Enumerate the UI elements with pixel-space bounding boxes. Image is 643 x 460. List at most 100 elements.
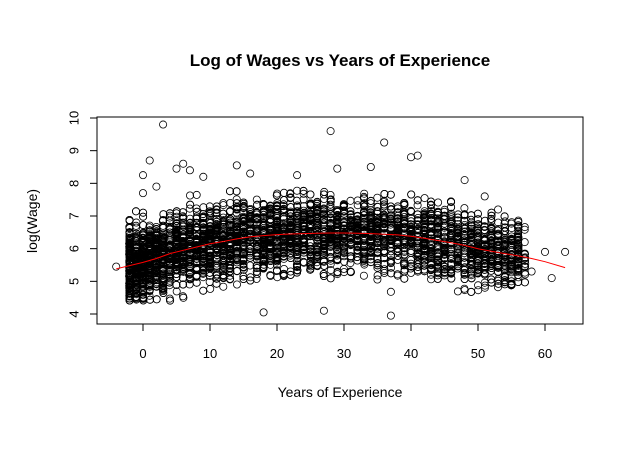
- data-point: [292, 186, 301, 195]
- data-point: [400, 274, 409, 283]
- data-point: [447, 240, 456, 249]
- data-point: [219, 260, 228, 269]
- data-point: [493, 226, 502, 235]
- data-point: [265, 248, 274, 257]
- data-point: [159, 234, 168, 243]
- data-point: [319, 242, 328, 251]
- data-point: [413, 243, 422, 252]
- data-point: [185, 219, 194, 228]
- data-point: [225, 263, 234, 272]
- data-point: [446, 268, 455, 277]
- data-point: [205, 234, 214, 243]
- data-point: [440, 253, 449, 262]
- data-point: [239, 265, 248, 274]
- data-point: [487, 208, 496, 217]
- data-point: [179, 213, 188, 222]
- data-point: [507, 224, 516, 233]
- data-point: [159, 223, 168, 232]
- data-point: [125, 248, 134, 257]
- data-point: [306, 265, 315, 274]
- data-point: [165, 259, 174, 268]
- data-point: [373, 234, 382, 243]
- data-point: [245, 244, 254, 253]
- data-point: [152, 265, 161, 274]
- data-point: [252, 263, 261, 272]
- data-point: [400, 198, 409, 207]
- data-point: [232, 220, 241, 229]
- data-point: [226, 238, 235, 247]
- data-point: [380, 222, 389, 231]
- data-point: [159, 270, 168, 279]
- data-point: [199, 210, 208, 219]
- data-point: [386, 259, 395, 268]
- data-point: [212, 246, 221, 255]
- data-point: [179, 264, 188, 273]
- data-point: [340, 243, 349, 252]
- data-point: [500, 223, 509, 232]
- data-point: [185, 236, 194, 245]
- data-point: [514, 241, 523, 250]
- data-point: [125, 253, 134, 262]
- data-point: [346, 252, 355, 261]
- data-point: [420, 227, 429, 236]
- data-point: [413, 255, 422, 264]
- data-point: [333, 249, 342, 258]
- data-point: [226, 254, 235, 263]
- data-point: [226, 250, 235, 259]
- data-point: [393, 208, 402, 217]
- data-point: [353, 245, 362, 254]
- data-point: [460, 266, 469, 275]
- data-point: [480, 234, 489, 243]
- data-point: [487, 240, 496, 249]
- data-point: [286, 224, 295, 233]
- data-point: [145, 264, 154, 273]
- data-point: [380, 202, 389, 211]
- data-point: [219, 236, 228, 245]
- data-point: [232, 242, 241, 251]
- data-point: [219, 209, 228, 218]
- data-point: [487, 223, 496, 232]
- data-point: [252, 220, 261, 229]
- data-point: [205, 226, 214, 235]
- data-point: [192, 190, 201, 199]
- data-point: [514, 232, 523, 241]
- data-point: [313, 197, 322, 206]
- data-point: [319, 256, 328, 265]
- data-point: [225, 267, 234, 276]
- data-point: [259, 228, 268, 237]
- data-point: [520, 278, 529, 287]
- data-point: [232, 199, 241, 208]
- data-point: [440, 264, 449, 273]
- data-point: [239, 263, 248, 272]
- data-point: [313, 253, 322, 262]
- data-point: [333, 255, 342, 264]
- data-point: [319, 210, 328, 219]
- data-point: [373, 193, 382, 202]
- data-point: [239, 256, 248, 265]
- data-point: [279, 248, 288, 257]
- data-point: [487, 275, 496, 284]
- data-point: [192, 278, 201, 287]
- data-point: [440, 214, 449, 223]
- data-point: [313, 231, 322, 240]
- data-point: [406, 235, 415, 244]
- data-point: [420, 261, 429, 270]
- data-point: [232, 280, 241, 289]
- data-point: [172, 231, 181, 240]
- data-point: [158, 216, 167, 225]
- data-point: [320, 194, 329, 203]
- data-point: [219, 241, 228, 250]
- data-point: [380, 189, 389, 198]
- data-point: [406, 206, 415, 215]
- data-point: [332, 234, 341, 243]
- data-point: [185, 257, 194, 266]
- data-point: [400, 238, 409, 247]
- data-point: [467, 247, 476, 256]
- data-point: [312, 244, 321, 253]
- data-point: [386, 202, 395, 211]
- data-point: [145, 295, 154, 304]
- data-point: [152, 231, 161, 240]
- data-point: [138, 248, 147, 257]
- data-point: [339, 201, 348, 210]
- data-point: [192, 250, 201, 259]
